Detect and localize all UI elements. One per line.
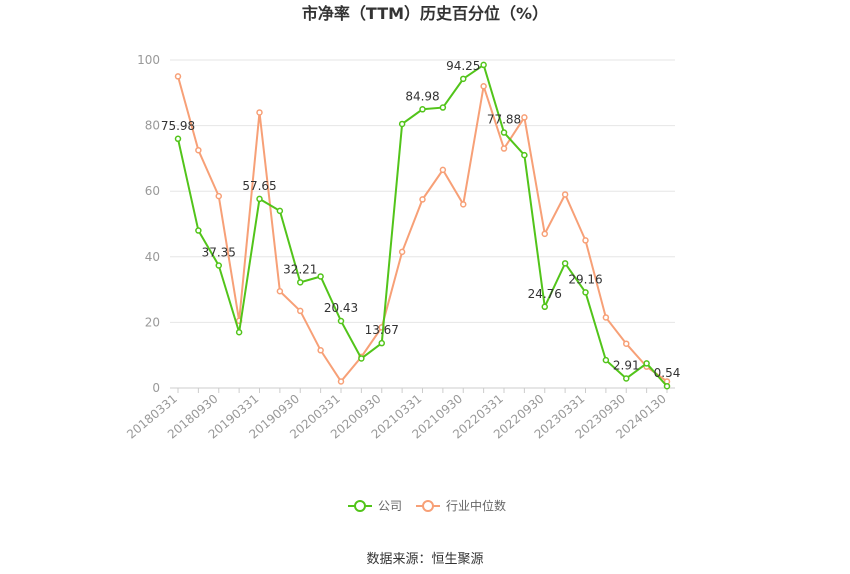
data-point[interactable]: [521, 151, 528, 159]
legend-label: 行业中位数: [446, 498, 506, 513]
legend-label: 公司: [378, 499, 402, 513]
x-axis: 2018033120180930201903312019093020200331…: [124, 387, 675, 442]
data-point[interactable]: [215, 262, 222, 269]
data-labels: 75.98 37.35 57.65 32.21 20.43 13.67 84.98 94.25…: [161, 59, 681, 380]
legend[interactable]: 公司 行业中位数: [348, 498, 506, 513]
data-point[interactable]: [561, 260, 569, 267]
data-point[interactable]: [460, 201, 467, 208]
data-point[interactable]: [541, 230, 548, 238]
data-point[interactable]: [500, 145, 508, 152]
data-point[interactable]: [623, 375, 630, 382]
data-point[interactable]: [256, 195, 263, 203]
series-industry-median: [174, 73, 671, 385]
legend-marker: [422, 500, 434, 512]
data-label: 32.21: [283, 262, 317, 276]
data-point[interactable]: [174, 73, 182, 80]
series-company: [174, 61, 671, 390]
y-tick-label: 80: [145, 119, 160, 133]
data-point[interactable]: [195, 146, 202, 154]
data-point[interactable]: [460, 75, 467, 83]
y-tick-label: 20: [145, 315, 160, 329]
data-point[interactable]: [398, 120, 406, 128]
data-point[interactable]: [297, 307, 304, 315]
data-point[interactable]: [521, 114, 528, 121]
source-note: 数据来源：恒生聚源: [366, 552, 483, 567]
y-tick-label: 40: [145, 250, 160, 264]
data-point[interactable]: [602, 314, 610, 321]
data-point[interactable]: [602, 356, 610, 364]
data-point[interactable]: [480, 61, 487, 69]
data-point[interactable]: [317, 347, 324, 354]
series-lines: [174, 61, 671, 390]
data-label: 29.16: [568, 272, 602, 286]
data-point[interactable]: [195, 227, 202, 234]
data-point[interactable]: [337, 378, 345, 385]
data-point[interactable]: [419, 196, 426, 203]
data-point[interactable]: [582, 289, 589, 296]
chart-title: 市净率（TTM）历史百分位（%）: [302, 4, 548, 23]
data-point[interactable]: [439, 166, 447, 174]
data-point[interactable]: [623, 340, 630, 347]
data-label: 37.35: [202, 245, 236, 259]
data-point[interactable]: [663, 382, 671, 390]
series-line: [177, 63, 668, 387]
data-point[interactable]: [582, 237, 589, 244]
legend-item[interactable]: 行业中位数: [416, 498, 506, 513]
y-tick-label: 0: [152, 381, 160, 395]
series-line: [177, 76, 668, 384]
data-point[interactable]: [317, 273, 324, 280]
data-point[interactable]: [235, 328, 243, 336]
data-label: 0.54: [654, 366, 681, 380]
data-label: 84.98: [405, 89, 439, 103]
data-point[interactable]: [561, 191, 569, 198]
y-axis-ticks: 0 20 40 60 80 100: [137, 53, 160, 395]
y-tick-label: 60: [145, 184, 160, 198]
data-point[interactable]: [439, 104, 447, 111]
y-tick-label: 100: [137, 53, 160, 67]
data-label: 77.88: [487, 113, 521, 127]
data-point[interactable]: [398, 248, 406, 256]
data-label: 57.65: [242, 179, 276, 193]
data-point[interactable]: [337, 317, 345, 325]
data-point[interactable]: [215, 192, 222, 200]
data-label: 20.43: [324, 301, 358, 315]
legend-item[interactable]: 公司: [348, 499, 402, 513]
data-point[interactable]: [378, 339, 385, 347]
data-label: 75.98: [161, 119, 195, 133]
data-label: 24.76: [528, 287, 562, 301]
data-point[interactable]: [276, 287, 284, 295]
data-point[interactable]: [643, 360, 650, 367]
data-point[interactable]: [419, 106, 426, 113]
data-label: 13.67: [365, 323, 399, 337]
data-point[interactable]: [541, 303, 548, 311]
data-point[interactable]: [174, 135, 182, 143]
legend-marker: [354, 500, 366, 512]
data-point[interactable]: [358, 355, 365, 362]
data-label: 94.25: [446, 59, 480, 73]
data-label: 2.91: [613, 358, 640, 372]
data-point[interactable]: [500, 129, 508, 136]
data-point[interactable]: [256, 109, 263, 116]
data-point[interactable]: [297, 279, 304, 286]
data-point[interactable]: [480, 82, 487, 90]
data-point[interactable]: [276, 207, 284, 215]
